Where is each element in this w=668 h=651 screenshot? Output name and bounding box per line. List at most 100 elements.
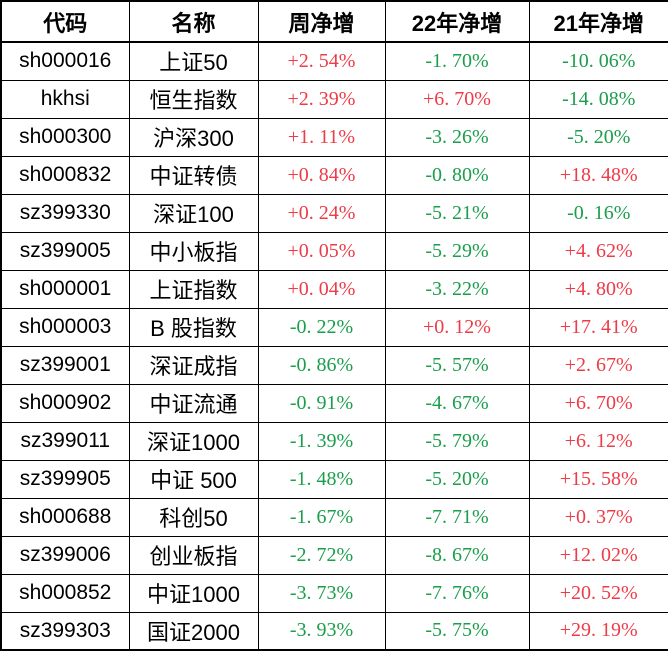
- 2021-change-cell: +6. 12%: [528, 421, 668, 461]
- name-cell: 恒生指数: [128, 79, 259, 119]
- code-cell: sz399303: [0, 611, 130, 651]
- 2021-change-cell: +4. 62%: [528, 231, 668, 271]
- 2022-change-cell: -8. 67%: [384, 535, 530, 575]
- table-row: sh000832 中证转债 +0. 84% -0. 80% +18. 48%: [0, 155, 668, 195]
- 2022-change-cell: -7. 71%: [384, 497, 530, 537]
- name-cell: B 股指数: [128, 307, 259, 347]
- column-header-code: 代码: [0, 0, 130, 43]
- week-change-cell: +1. 11%: [257, 117, 386, 157]
- week-change-cell: -0. 86%: [257, 345, 386, 385]
- 2022-change-cell: -5. 79%: [384, 421, 530, 461]
- 2021-change-cell: +15. 58%: [528, 459, 668, 499]
- week-change-cell: -1. 67%: [257, 497, 386, 537]
- table-row: sh000852 中证1000 -3. 73% -7. 76% +20. 52%: [0, 573, 668, 613]
- table-row: sh000003 B 股指数 -0. 22% +0. 12% +17. 41%: [0, 307, 668, 347]
- 2021-change-cell: +12. 02%: [528, 535, 668, 575]
- 2022-change-cell: -5. 21%: [384, 193, 530, 233]
- table-row: sz399330 深证100 +0. 24% -5. 21% -0. 16%: [0, 193, 668, 233]
- name-cell: 中证转债: [128, 155, 259, 195]
- name-cell: 中证流通: [128, 383, 259, 423]
- code-cell: sz399905: [0, 459, 130, 499]
- code-cell: sz399011: [0, 421, 130, 461]
- 2021-change-cell: -0. 16%: [528, 193, 668, 233]
- column-header-week-change: 周净增: [257, 0, 386, 43]
- week-change-cell: -2. 72%: [257, 535, 386, 575]
- code-cell: sh000902: [0, 383, 130, 423]
- name-cell: 深证成指: [128, 345, 259, 385]
- table-row: hkhsi 恒生指数 +2. 39% +6. 70% -14. 08%: [0, 79, 668, 119]
- code-cell: sh000832: [0, 155, 130, 195]
- name-cell: 深证100: [128, 193, 259, 233]
- name-cell: 上证指数: [128, 269, 259, 309]
- table-row: sz399006 创业板指 -2. 72% -8. 67% +12. 02%: [0, 535, 668, 575]
- week-change-cell: -1. 39%: [257, 421, 386, 461]
- table-row: sz399905 中证 500 -1. 48% -5. 20% +15. 58%: [0, 459, 668, 499]
- 2021-change-cell: -5. 20%: [528, 117, 668, 157]
- 2022-change-cell: -1. 70%: [384, 41, 530, 81]
- table-row: sz399001 深证成指 -0. 86% -5. 57% +2. 67%: [0, 345, 668, 385]
- 2021-change-cell: +17. 41%: [528, 307, 668, 347]
- week-change-cell: +2. 39%: [257, 79, 386, 119]
- code-cell: sh000300: [0, 117, 130, 157]
- table-body: sh000016 上证50 +2. 54% -1. 70% -10. 06% hkhsi 恒…: [0, 41, 668, 651]
- code-cell: sz399005: [0, 231, 130, 271]
- 2022-change-cell: -5. 57%: [384, 345, 530, 385]
- week-change-cell: -0. 22%: [257, 307, 386, 347]
- week-change-cell: +0. 05%: [257, 231, 386, 271]
- name-cell: 国证2000: [128, 611, 259, 651]
- table-row: sz399011 深证1000 -1. 39% -5. 79% +6. 12%: [0, 421, 668, 461]
- week-change-cell: +0. 24%: [257, 193, 386, 233]
- 2021-change-cell: +6. 70%: [528, 383, 668, 423]
- name-cell: 创业板指: [128, 535, 259, 575]
- table-row: sh000688 科创50 -1. 67% -7. 71% +0. 37%: [0, 497, 668, 537]
- 2022-change-cell: -4. 67%: [384, 383, 530, 423]
- name-cell: 中证 500: [128, 459, 259, 499]
- table-row: sz399005 中小板指 +0. 05% -5. 29% +4. 62%: [0, 231, 668, 271]
- code-cell: sz399006: [0, 535, 130, 575]
- week-change-cell: +0. 84%: [257, 155, 386, 195]
- 2022-change-cell: -3. 22%: [384, 269, 530, 309]
- 2022-change-cell: -5. 20%: [384, 459, 530, 499]
- 2021-change-cell: -14. 08%: [528, 79, 668, 119]
- 2021-change-cell: +20. 52%: [528, 573, 668, 613]
- table-row: sh000902 中证流通 -0. 91% -4. 67% +6. 70%: [0, 383, 668, 423]
- 2022-change-cell: -0. 80%: [384, 155, 530, 195]
- code-cell: sh000001: [0, 269, 130, 309]
- week-change-cell: +2. 54%: [257, 41, 386, 81]
- name-cell: 中小板指: [128, 231, 259, 271]
- name-cell: 沪深300: [128, 117, 259, 157]
- table-row: sh000001 上证指数 +0. 04% -3. 22% +4. 80%: [0, 269, 668, 309]
- week-change-cell: -0. 91%: [257, 383, 386, 423]
- 2022-change-cell: -3. 26%: [384, 117, 530, 157]
- column-header-2021-change: 21年净增: [528, 0, 668, 43]
- week-change-cell: -1. 48%: [257, 459, 386, 499]
- 2022-change-cell: -7. 76%: [384, 573, 530, 613]
- code-cell: hkhsi: [0, 79, 130, 119]
- code-cell: sh000688: [0, 497, 130, 537]
- table-row: sh000016 上证50 +2. 54% -1. 70% -10. 06%: [0, 41, 668, 81]
- 2021-change-cell: +18. 48%: [528, 155, 668, 195]
- 2021-change-cell: +29. 19%: [528, 611, 668, 651]
- code-cell: sh000016: [0, 41, 130, 81]
- column-header-name: 名称: [128, 0, 259, 43]
- name-cell: 科创50: [128, 497, 259, 537]
- 2021-change-cell: +0. 37%: [528, 497, 668, 537]
- code-cell: sh000852: [0, 573, 130, 613]
- column-header-2022-change: 22年净增: [384, 0, 530, 43]
- 2021-change-cell: -10. 06%: [528, 41, 668, 81]
- 2021-change-cell: +2. 67%: [528, 345, 668, 385]
- week-change-cell: -3. 93%: [257, 611, 386, 651]
- name-cell: 上证50: [128, 41, 259, 81]
- 2022-change-cell: +6. 70%: [384, 79, 530, 119]
- code-cell: sz399330: [0, 193, 130, 233]
- 2022-change-cell: +0. 12%: [384, 307, 530, 347]
- 2021-change-cell: +4. 80%: [528, 269, 668, 309]
- table-row: sh000300 沪深300 +1. 11% -3. 26% -5. 20%: [0, 117, 668, 157]
- header-row: 代码 名称 周净增 22年净增 21年净增: [0, 0, 668, 43]
- week-change-cell: -3. 73%: [257, 573, 386, 613]
- code-cell: sz399001: [0, 345, 130, 385]
- 2022-change-cell: -5. 29%: [384, 231, 530, 271]
- week-change-cell: +0. 04%: [257, 269, 386, 309]
- name-cell: 中证1000: [128, 573, 259, 613]
